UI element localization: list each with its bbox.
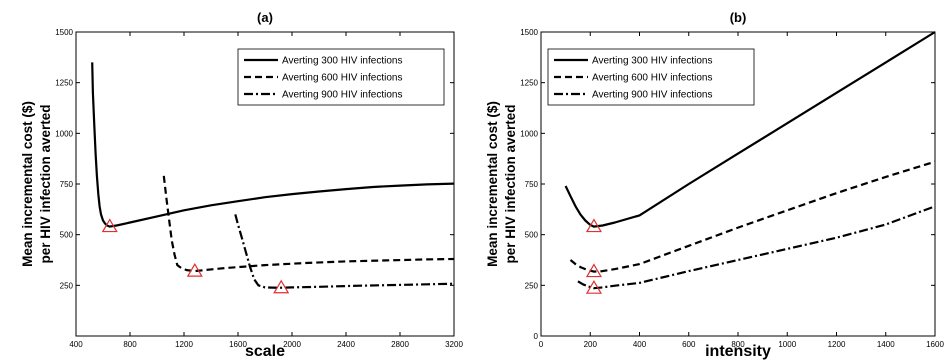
- optimum-triangle-marker: [186, 262, 203, 277]
- y-tick-label: 1000: [520, 129, 538, 138]
- chart-a-panel: (a) 400 800 1200 1600 2000 2400 2800 3200 250 500 7…: [20, 10, 463, 360]
- series-line-dashed: [569, 160, 936, 273]
- series-line-dashed: [162, 175, 455, 273]
- y-tick-label: 0: [534, 332, 539, 341]
- chart-b-legend: Averting 300 HIV infections Averting 600 …: [547, 48, 755, 106]
- x-tick-label: 1600: [229, 340, 247, 349]
- chart-b-y-axis-label-line1: Mean incremental cost ($): [485, 101, 500, 267]
- chart-b-optimum-markers: [585, 218, 602, 294]
- x-tick-label: 400: [69, 340, 83, 349]
- x-tick-label: 0: [539, 340, 544, 349]
- y-tick-label: 750: [60, 180, 74, 189]
- y-tick-label: 750: [525, 180, 539, 189]
- optimum-triangle-marker: [585, 279, 602, 294]
- series-line-solid: [564, 31, 936, 228]
- y-tick-label: 1250: [55, 79, 73, 88]
- x-tick-label: 2400: [337, 340, 355, 349]
- x-tick-label: 200: [584, 340, 598, 349]
- optimum-triangle-marker: [585, 218, 602, 233]
- x-tick-label: 1000: [778, 340, 796, 349]
- chart-a-x-ticks: 400 800 1200 1600 2000 2400 2800 3200: [69, 32, 463, 349]
- x-tick-label: 400: [633, 340, 647, 349]
- y-tick-label: 1000: [55, 129, 73, 138]
- x-tick-label: 600: [682, 340, 696, 349]
- chart-a-series-group: [91, 62, 455, 289]
- x-tick-label: 1200: [175, 340, 193, 349]
- chart-a-title: (a): [257, 10, 273, 25]
- chart-b-y-axis-label-line2: per HIV infection averted: [503, 104, 518, 263]
- x-tick-label: 1600: [926, 340, 944, 349]
- chart-b-panel: (b) 0 200 400 600 800 1000 1200 1400 1600 0 250 500 7…: [485, 10, 944, 360]
- series-line-dashdot: [577, 205, 936, 290]
- x-tick-label: 2800: [391, 340, 409, 349]
- y-tick-label: 250: [60, 281, 74, 290]
- y-tick-label: 1500: [55, 28, 73, 37]
- x-tick-label: 1400: [877, 340, 895, 349]
- y-tick-label: 500: [60, 231, 74, 240]
- x-tick-label: 3200: [445, 340, 463, 349]
- chart-b-series-group: [564, 31, 936, 290]
- chart-b-x-ticks: 0 200 400 600 800 1000 1200 1400 1600: [539, 32, 944, 349]
- legend-label: Averting 600 HIV infections: [282, 73, 402, 84]
- optimum-triangle-marker: [585, 263, 602, 278]
- x-tick-label: 1200: [828, 340, 846, 349]
- legend-label: Averting 900 HIV infections: [592, 90, 712, 101]
- x-tick-label: 800: [123, 340, 137, 349]
- chart-a-y-axis-label-line2: per HIV infection averted: [38, 104, 53, 263]
- chart-a-y-axis-label-line1: Mean incremental cost ($): [20, 101, 35, 267]
- x-tick-label: 2000: [283, 340, 301, 349]
- y-tick-label: 250: [525, 281, 539, 290]
- chart-a-y-ticks: 250 500 750 1000 1250 1500: [55, 28, 454, 290]
- y-tick-label: 1250: [520, 79, 538, 88]
- chart-a-legend: Averting 300 HIV infections Averting 600 …: [237, 48, 445, 106]
- legend-label: Averting 300 HIV infections: [592, 56, 712, 67]
- optimum-triangle-marker: [101, 218, 118, 233]
- legend-label: Averting 900 HIV infections: [282, 90, 402, 101]
- chart-b-x-axis-label: intensity: [705, 343, 771, 360]
- optimum-triangle-marker: [273, 279, 290, 294]
- y-tick-label: 500: [525, 231, 539, 240]
- series-line-solid: [91, 62, 455, 228]
- series-line-dashdot: [234, 214, 455, 289]
- legend-label: Averting 600 HIV infections: [592, 73, 712, 84]
- y-tick-label: 1500: [520, 28, 538, 37]
- legend-label: Averting 300 HIV infections: [282, 56, 402, 67]
- chart-b-title: (b): [730, 10, 747, 25]
- x-tick-label: 800: [731, 340, 745, 349]
- chart-a-optimum-markers: [101, 218, 290, 294]
- chart-a-x-axis-label: scale: [245, 343, 285, 360]
